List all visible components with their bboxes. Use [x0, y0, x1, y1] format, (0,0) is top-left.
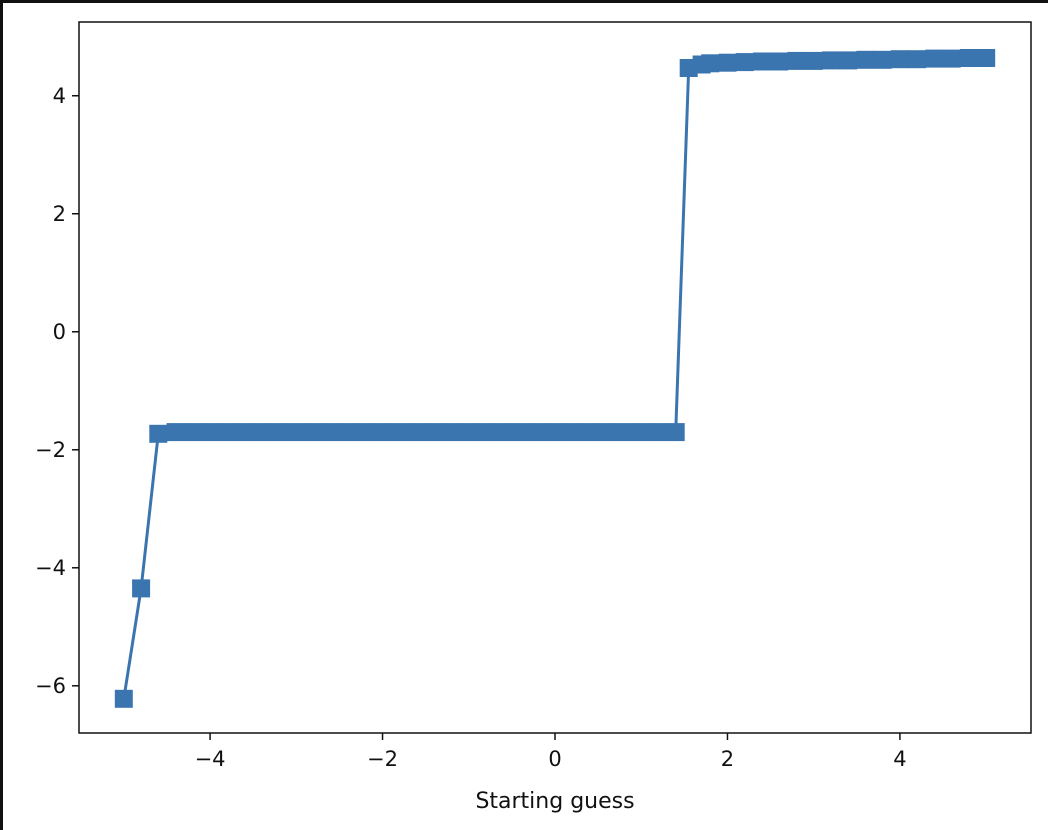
data-point-marker	[908, 50, 927, 69]
data-point-marker	[287, 423, 306, 442]
data-point-marker	[356, 423, 375, 442]
data-point-marker	[218, 423, 237, 442]
data-point-marker	[201, 423, 220, 442]
data-point-marker	[390, 423, 409, 442]
data-point-marker	[959, 49, 978, 67]
data-point-marker	[321, 423, 340, 442]
y-tick-label: −6	[35, 674, 66, 698]
data-point-marker	[787, 51, 806, 70]
data-point-marker	[528, 423, 547, 442]
series-line	[122, 56, 987, 700]
y-tick-label: 4	[53, 84, 66, 108]
data-point-marker	[511, 423, 530, 442]
data-point-marker	[442, 423, 461, 442]
x-tick-label: 2	[721, 747, 734, 771]
y-tick-label: −2	[35, 438, 66, 462]
data-point-marker	[339, 423, 357, 442]
data-point-marker	[425, 423, 444, 442]
data-point-marker	[942, 49, 961, 68]
data-point-marker	[925, 49, 944, 68]
x-tick-label: −2	[367, 747, 398, 771]
y-tick-label: 0	[53, 320, 66, 344]
x-axis-label: Starting guess	[475, 789, 634, 814]
data-point-marker	[666, 423, 685, 442]
y-tick-label: −4	[35, 556, 66, 580]
ticks-layer: −4 −2 0 2 4 −6 −4 −2 0 2 4	[35, 84, 907, 771]
data-point-marker	[718, 53, 737, 72]
data-point-marker	[235, 423, 254, 442]
data-point-marker	[597, 423, 616, 442]
data-point-marker	[166, 423, 185, 442]
data-point-marker	[563, 423, 582, 442]
data-point-marker	[649, 423, 668, 442]
x-tick-label: 4	[893, 747, 906, 771]
data-point-marker	[977, 49, 996, 67]
plot-area	[78, 21, 1032, 734]
data-point-marker	[270, 423, 289, 442]
data-point-marker	[494, 423, 513, 442]
data-point-marker	[252, 423, 271, 442]
data-point-marker	[459, 423, 478, 442]
data-point-marker	[701, 54, 720, 73]
series-layer	[114, 49, 996, 708]
data-point-marker	[770, 52, 789, 71]
data-point-marker	[890, 50, 909, 69]
data-point-marker	[580, 423, 599, 442]
data-point-marker	[304, 423, 323, 442]
data-point-marker	[373, 423, 392, 442]
data-point-marker	[477, 423, 495, 442]
data-point-marker	[753, 52, 771, 71]
data-point-marker	[873, 50, 892, 69]
data-point-marker	[114, 689, 133, 708]
data-point-marker	[632, 423, 651, 442]
data-point-marker	[735, 53, 754, 72]
data-point-marker	[821, 51, 840, 70]
data-point-marker	[839, 51, 858, 70]
data-point-marker	[804, 51, 823, 70]
data-point-marker	[183, 423, 202, 442]
data-point-marker	[856, 50, 875, 69]
data-point-marker	[149, 424, 168, 443]
x-tick-label: −4	[195, 747, 226, 771]
data-point-marker	[132, 579, 151, 598]
data-point-marker	[546, 423, 564, 442]
x-tick-label: 0	[548, 747, 561, 771]
data-point-marker	[408, 423, 426, 442]
y-tick-label: 2	[53, 202, 66, 226]
data-point-marker	[615, 423, 633, 442]
